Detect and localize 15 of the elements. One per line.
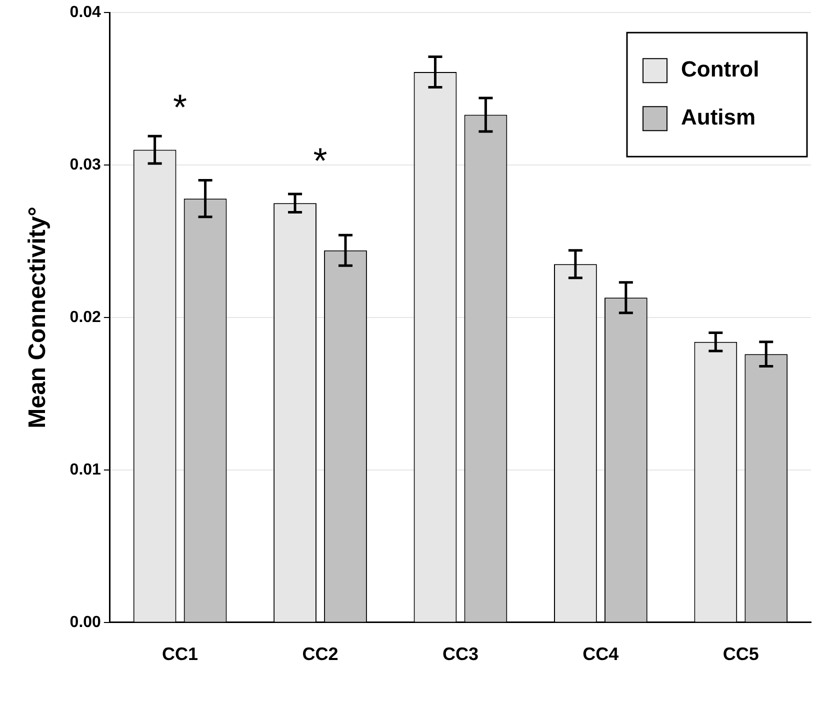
annotation: *	[173, 86, 188, 128]
y-tick-label: 0.04	[70, 4, 102, 22]
legend-label: Control	[681, 56, 760, 82]
y-tick-label: 0.03	[70, 156, 102, 174]
x-tick-label: CC4	[582, 644, 619, 664]
legend-label: Autism	[681, 104, 756, 130]
y-tick-label: 0.00	[70, 614, 102, 631]
y-axis-title: Mean Connectivity°	[24, 206, 52, 428]
y-tick-label: 0.01	[70, 461, 102, 478]
y-tick-label: 0.02	[70, 308, 102, 326]
x-tick-label: CC1	[162, 644, 198, 664]
x-tick-label: CC5	[722, 644, 759, 664]
annotation: *	[313, 140, 328, 182]
x-tick-label: CC2	[302, 644, 338, 664]
x-tick-label: CC3	[442, 644, 478, 664]
